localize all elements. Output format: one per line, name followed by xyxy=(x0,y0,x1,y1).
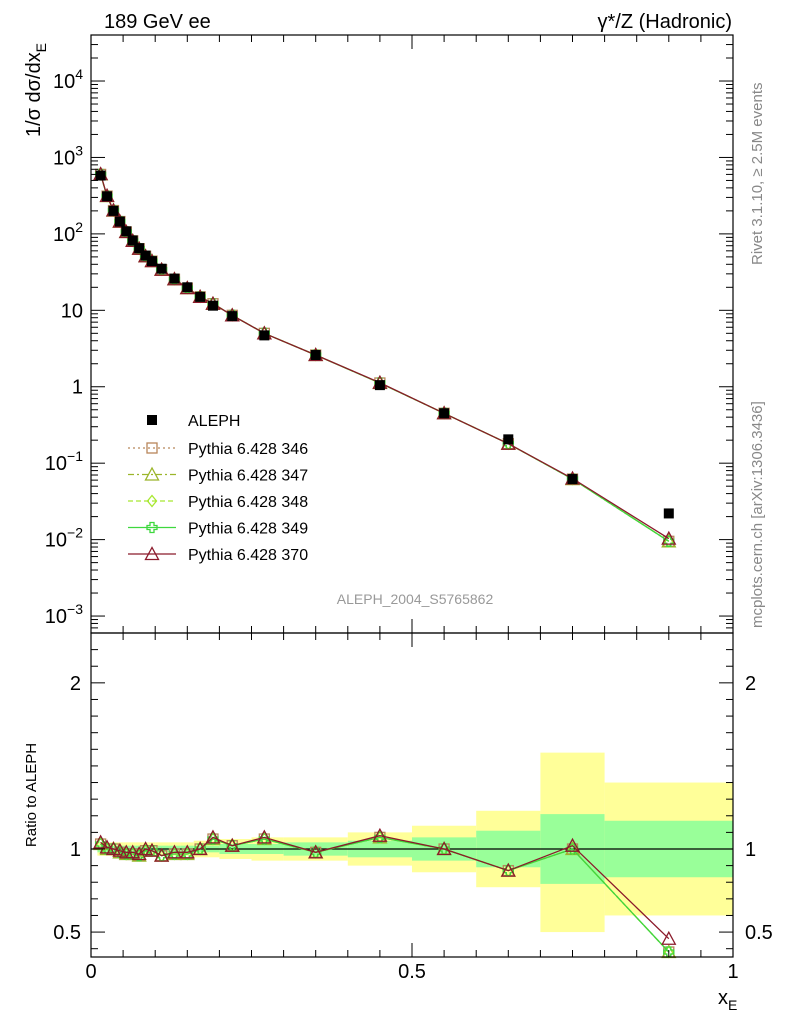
ratio-y-tick-label-left: 1 xyxy=(70,839,81,861)
ratio-point-p370 xyxy=(372,827,388,842)
main-point-data xyxy=(146,256,157,267)
main-point-data xyxy=(259,330,270,341)
mcplots-label: mcplots.cern.ch [arXiv:1306.3436] xyxy=(749,401,766,628)
analysis-id-label: ALEPH_2004_S5765862 xyxy=(337,591,494,607)
legend-marker-p348 xyxy=(146,494,158,508)
main-point-data xyxy=(156,263,167,274)
main-point-data xyxy=(121,226,132,237)
main-point-data xyxy=(95,170,106,181)
ratio-y-axis-label: Ratio to ALEPH xyxy=(23,743,40,847)
main-y-tick-label: 10−1 xyxy=(45,448,83,475)
legend: ALEPH Pythia 6.428 346 Pythia 6.428 347 Pyt… xyxy=(128,413,308,564)
main-point-p349 xyxy=(663,535,675,547)
main-line-p370 xyxy=(99,173,670,540)
ratio-point-p370 xyxy=(661,930,677,945)
legend-marker-p346 xyxy=(146,442,158,454)
x-tick-label: 1 xyxy=(727,961,738,983)
ratio-point-p370 xyxy=(256,829,272,844)
ratio-axes: 0.5 0.51 12 20 0.5 1 xyxy=(53,632,773,983)
rivet-version-label: Rivet 3.1.10, ≥ 2.5M events xyxy=(749,83,766,266)
main-axes: 10−3 10−2 10−1 1 10 102 103 104 xyxy=(45,34,734,634)
ratio-point-p370 xyxy=(131,846,147,861)
ratio-point-p370 xyxy=(166,844,183,859)
main-line-p349 xyxy=(99,174,670,542)
ratio-marks xyxy=(91,827,733,959)
ratio-point-p370 xyxy=(105,841,122,856)
main-point-data xyxy=(102,191,113,202)
ratio-point-p349 xyxy=(374,831,386,844)
ratio-y-tick-label-left: 2 xyxy=(70,673,81,695)
ratio-point-p349 xyxy=(133,849,145,862)
main-panel: 10−3 10−2 10−1 1 10 102 103 104 1/σ dσ/dxE xyxy=(23,34,734,634)
header-left: 189 GeV ee xyxy=(104,11,211,33)
main-y-tick-label: 103 xyxy=(53,142,83,169)
x-tick-label: 0.5 xyxy=(398,961,426,983)
main-y-tick-label: 104 xyxy=(53,66,83,93)
legend-label-p346: Pythia 6.428 346 xyxy=(188,441,308,458)
main-y-tick-label: 10−3 xyxy=(45,601,83,628)
main-marks xyxy=(93,166,677,548)
legend-label-p349: Pythia 6.428 349 xyxy=(188,521,308,538)
main-point-data xyxy=(663,508,674,519)
legend-label-p348: Pythia 6.428 348 xyxy=(188,494,308,511)
ratio-point-p370 xyxy=(308,844,324,859)
main-point-data xyxy=(182,282,193,293)
main-y-tick-label: 10−2 xyxy=(45,525,83,552)
ratio-point-p370 xyxy=(500,862,516,877)
ratio-point-p370 xyxy=(137,841,154,856)
ratio-point-p349 xyxy=(258,833,270,845)
legend-marker-data xyxy=(147,415,157,425)
legend-marker-p370 xyxy=(144,546,160,561)
main-y-tick-label: 1 xyxy=(72,377,83,399)
ratio-point-p370 xyxy=(436,841,452,856)
header-right: γ*/Z (Hadronic) xyxy=(598,11,732,33)
ratio-y-tick-label-left: 0.5 xyxy=(53,922,81,944)
legend-label-data: ALEPH xyxy=(188,413,240,430)
main-point-data xyxy=(439,408,450,419)
main-y-axis-label: 1/σ dσ/dxE xyxy=(23,43,49,137)
main-point-data xyxy=(195,291,206,302)
legend-label-p347: Pythia 6.428 347 xyxy=(188,468,308,485)
legend-label-p370: Pythia 6.428 370 xyxy=(188,547,308,564)
main-frame xyxy=(90,34,734,634)
x-tick-label: 0 xyxy=(85,961,96,983)
main-point-data xyxy=(127,235,138,246)
ratio-point-p370 xyxy=(99,839,115,854)
main-y-tick-label: 102 xyxy=(53,219,83,246)
main-point-data xyxy=(108,205,119,216)
main-point-p370 xyxy=(661,530,677,545)
main-point-data xyxy=(169,273,180,284)
main-point-data xyxy=(114,216,125,227)
ratio-point-p370 xyxy=(179,844,195,859)
main-point-data xyxy=(140,250,151,261)
ratio-panel: 0.5 0.51 12 20 0.5 1 Ratio to ALEPH xyxy=(23,632,773,983)
ratio-point-p370 xyxy=(154,847,170,862)
ratio-point-p370 xyxy=(205,829,221,844)
ratio-y-tick-label-right: 1 xyxy=(745,839,756,861)
main-point-data xyxy=(374,380,385,391)
ratio-point-p370 xyxy=(224,837,240,852)
ratio-point-p370 xyxy=(192,841,208,856)
main-point-data xyxy=(567,474,578,485)
ratio-point-p370 xyxy=(125,844,141,859)
ratio-y-tick-label-right: 2 xyxy=(745,673,756,695)
ratio-point-p349 xyxy=(207,833,219,845)
legend-marker-p347 xyxy=(144,466,160,481)
main-point-data xyxy=(207,300,218,311)
main-point-data xyxy=(310,350,321,361)
ratio-y-tick-label-right: 0.5 xyxy=(745,922,773,944)
main-point-data xyxy=(227,311,238,322)
ratio-point-p370 xyxy=(112,842,128,857)
ratio-point-p370 xyxy=(93,834,109,849)
main-point-data xyxy=(134,243,145,254)
ratio-line-p349 xyxy=(100,836,670,953)
main-point-data xyxy=(503,434,514,445)
legend-marker-p349 xyxy=(146,521,158,534)
ratio-point-p370 xyxy=(564,837,581,852)
ratio-point-p370 xyxy=(144,842,160,857)
x-axis-label: xE xyxy=(718,987,737,1013)
main-y-tick-label: 10 xyxy=(61,300,83,322)
